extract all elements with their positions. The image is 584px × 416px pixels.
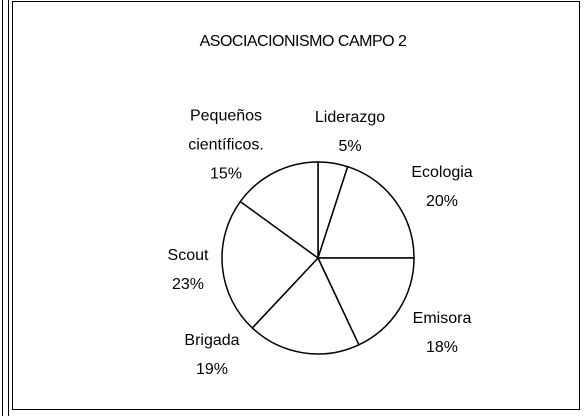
value-label: 15% xyxy=(209,165,243,183)
chart-title: ASOCIACIONISMO CAMPO 2 xyxy=(199,33,407,50)
category-label: Emisora xyxy=(412,310,472,327)
slice-label: Emisora 18% xyxy=(387,304,497,362)
pie-slice xyxy=(239,161,319,260)
value-label: 18% xyxy=(425,339,459,356)
slice-label: Liderazgo 5% xyxy=(295,103,405,161)
category-label: Liderazgo xyxy=(314,109,386,126)
value-label: 5% xyxy=(338,138,362,155)
pie-slice xyxy=(251,256,360,355)
category-label: Scout xyxy=(167,247,209,264)
slice-label: Pequeños científicos. 15% xyxy=(171,102,281,189)
value-label: 20% xyxy=(425,193,459,210)
slice-label: Brigada 19% xyxy=(157,326,267,384)
value-label: 19% xyxy=(195,361,229,378)
pie-slice xyxy=(221,200,320,330)
category-label: Pequeños científicos. xyxy=(188,107,264,154)
category-label: Ecologia xyxy=(411,164,473,181)
pie-slice xyxy=(316,165,415,259)
slice-label: Scout 23% xyxy=(133,241,243,299)
slice-label: Ecologia 20% xyxy=(387,158,497,216)
value-label: 23% xyxy=(171,276,205,293)
pie-slice xyxy=(316,257,415,346)
category-label: Brigada xyxy=(184,332,240,349)
